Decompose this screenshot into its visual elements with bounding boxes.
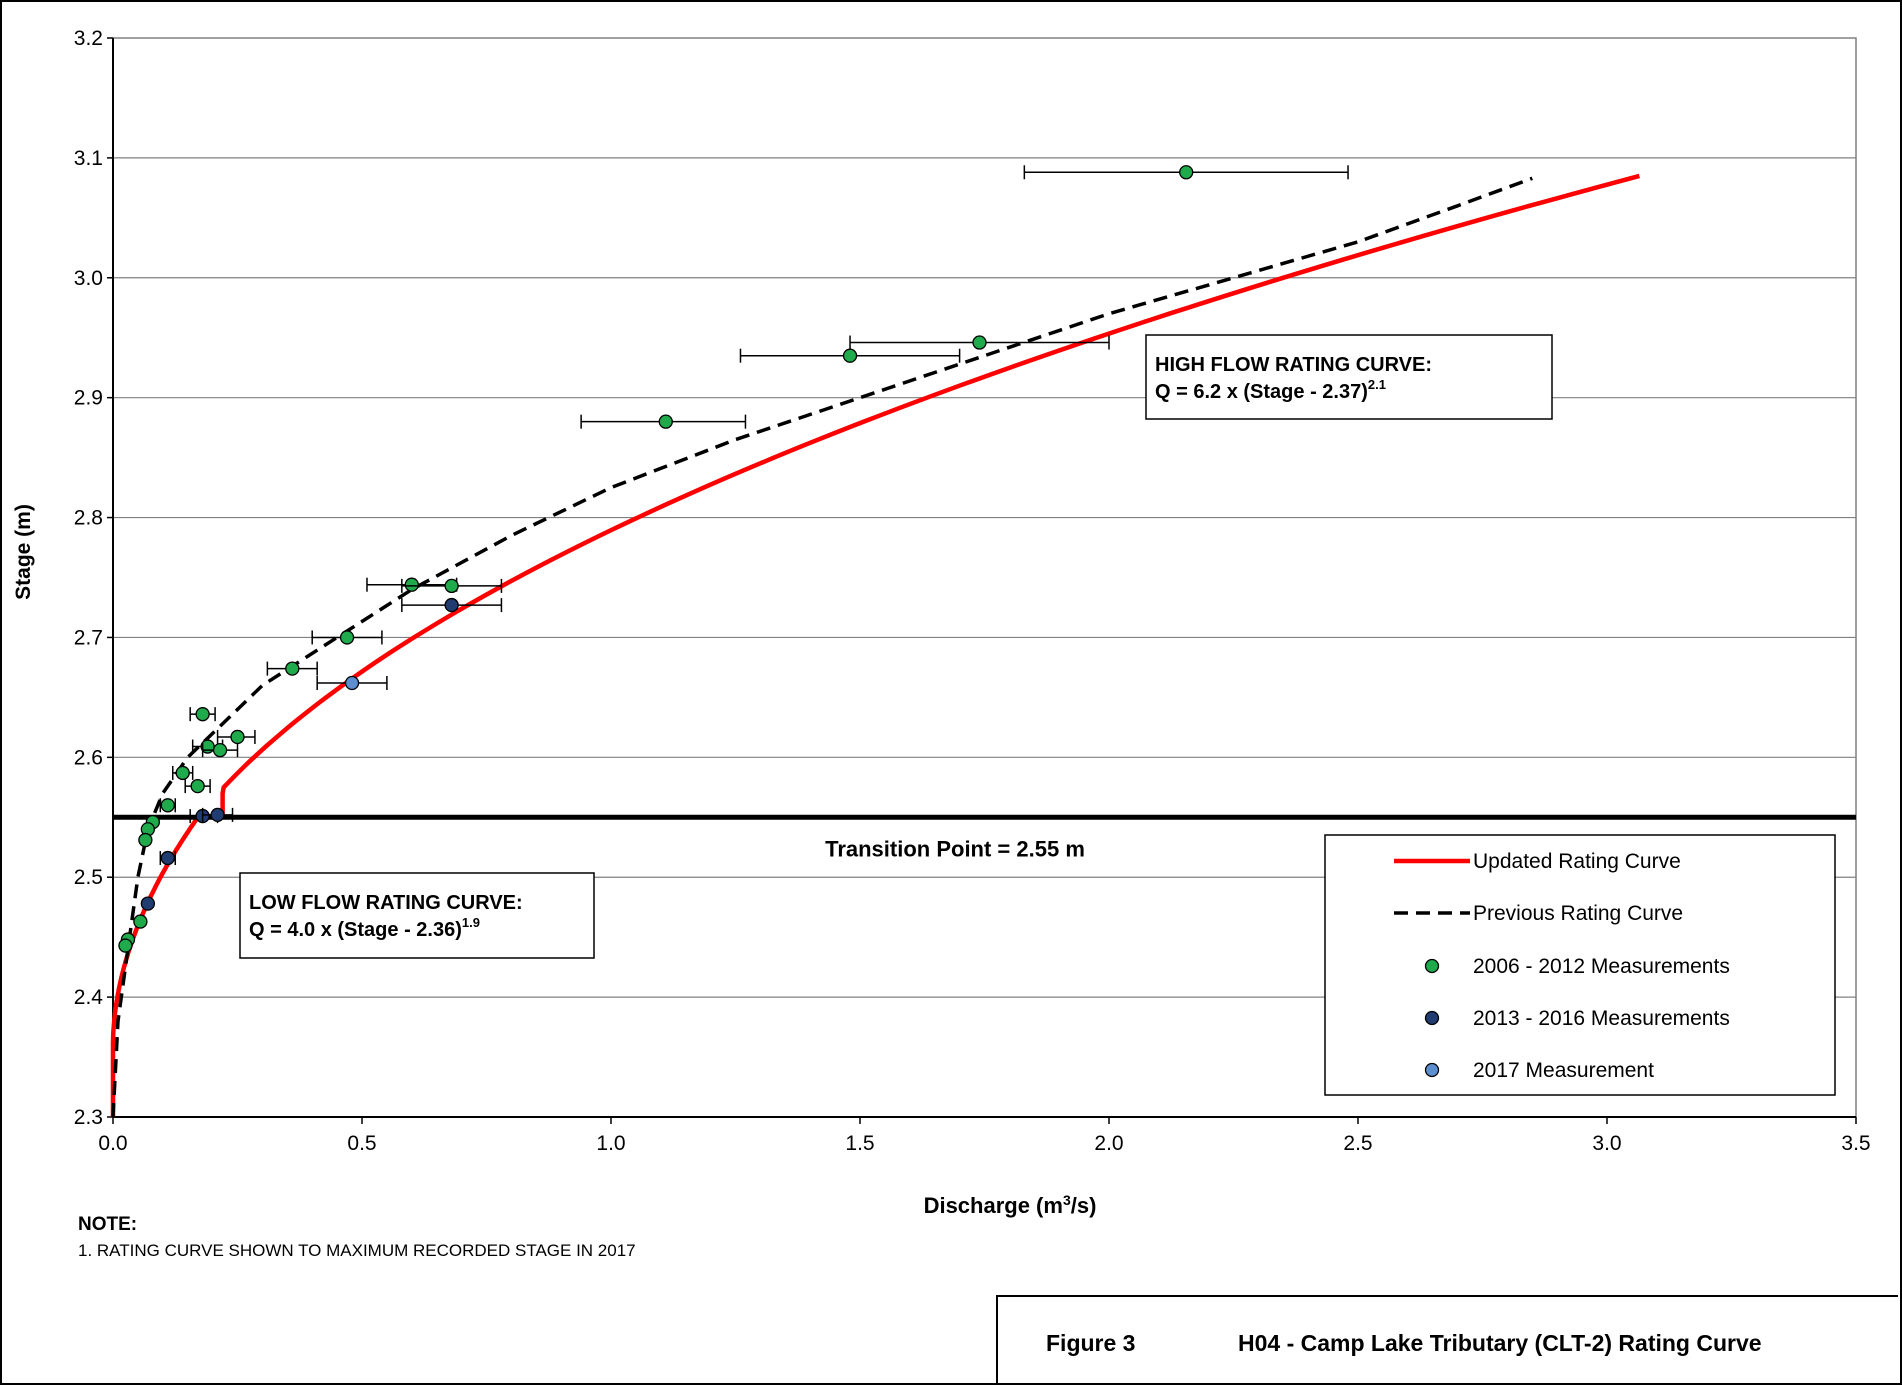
data-point: [658, 414, 673, 429]
high-flow-annotation-box: [1145, 334, 1553, 420]
y-tick-label: 2.3: [74, 1106, 103, 1129]
measurement-points: [118, 165, 1349, 953]
low-flow-annotation-box: [239, 872, 595, 959]
data-point: [175, 765, 190, 781]
data-point: [230, 729, 245, 745]
annotation-boxes: HIGH FLOW RATING CURVE:Q = 6.2 x (Stage …: [239, 334, 1553, 959]
legend-swatch-marker: [1424, 1062, 1440, 1078]
x-tick-label: 1.0: [596, 1132, 625, 1155]
legend-label: 2006 - 2012 Measurements: [1473, 955, 1730, 978]
data-point: [138, 832, 153, 848]
data-point: [444, 578, 459, 594]
data-point: [285, 661, 300, 676]
high-flow-annotation-formula: Q = 6.2 x (Stage - 2.37)2.1: [1155, 377, 1386, 403]
transition-label: Transition Point = 2.55 m: [825, 836, 1085, 861]
legend-label: 2017 Measurement: [1473, 1059, 1654, 1082]
x-tick-label: 2.0: [1094, 1132, 1123, 1155]
x-tick-label: 3.0: [1592, 1132, 1621, 1155]
data-point: [842, 348, 858, 363]
y-tick-label: 2.8: [74, 507, 103, 530]
y-tick-label: 2.6: [74, 746, 103, 769]
data-point: [339, 630, 355, 645]
legend-label: 2013 - 2016 Measurements: [1473, 1007, 1730, 1030]
figure-number: Figure 3: [1046, 1330, 1136, 1356]
legend-swatch-marker: [1424, 958, 1440, 974]
y-tick-label: 2.7: [74, 626, 103, 649]
y-tick-label: 3.1: [74, 147, 103, 170]
data-point: [160, 850, 175, 866]
transition-line-group: Transition Point = 2.55 m: [113, 814, 1856, 861]
legend-swatch-marker: [1424, 1010, 1440, 1026]
data-point: [195, 707, 210, 722]
x-axis-label: Discharge (m3/s): [924, 1192, 1097, 1218]
data-point: [190, 778, 205, 794]
y-tick-label: 2.5: [74, 866, 103, 889]
x-tick-label: 2.5: [1343, 1132, 1372, 1155]
high-flow-annotation-title: HIGH FLOW RATING CURVE:: [1155, 354, 1432, 376]
legend-label: Updated Rating Curve: [1473, 850, 1681, 873]
low-flow-annotation-formula: Q = 4.0 x (Stage - 2.36)1.9: [249, 915, 480, 941]
data-point: [404, 577, 419, 592]
data-point: [1179, 165, 1194, 180]
rating-curves: [110, 173, 1640, 1118]
data-point: [344, 675, 360, 691]
data-point: [160, 798, 175, 813]
x-tick-label: 1.5: [845, 1132, 874, 1155]
note-title: NOTE:: [78, 1214, 138, 1235]
legend: Updated Rating Curve Previous Rating Curv…: [1324, 834, 1836, 1096]
y-tick-label: 3.0: [74, 267, 103, 290]
figure-caption-box: Figure 3 H04 - Camp Lake Tributary (CLT-…: [996, 1295, 1898, 1383]
x-tick-label: 0.5: [347, 1132, 376, 1155]
data-point: [444, 597, 459, 613]
y-axis-label: Stage (m): [12, 504, 35, 600]
data-point: [972, 335, 987, 350]
note-line-1: 1. RATING CURVE SHOWN TO MAXIMUM RECORDE…: [78, 1241, 636, 1260]
data-point: [210, 807, 225, 823]
legend-label: Previous Rating Curve: [1473, 902, 1683, 925]
y-tick-label: 2.9: [74, 387, 103, 410]
x-tick-label: 3.5: [1841, 1132, 1870, 1155]
axes: 2.3 2.4 2.5 2.6 2.7 2.8 2.9 3.0 3.1 3.2 0.0 0.5 1.0 1…: [74, 27, 1871, 1155]
x-tick-label: 0.0: [98, 1132, 127, 1155]
y-tick-label: 2.4: [74, 986, 104, 1009]
data-point: [140, 896, 156, 911]
data-point: [118, 938, 133, 953]
data-point: [133, 914, 148, 929]
figure-title: H04 - Camp Lake Tributary (CLT-2) Rating…: [1238, 1330, 1762, 1356]
updated-rating-curve: [110, 173, 1640, 1117]
low-flow-annotation-title: LOW FLOW RATING CURVE:: [249, 892, 523, 914]
data-point: [212, 742, 228, 758]
legend-box: [1324, 834, 1836, 1096]
y-tick-label: 3.2: [74, 27, 103, 50]
